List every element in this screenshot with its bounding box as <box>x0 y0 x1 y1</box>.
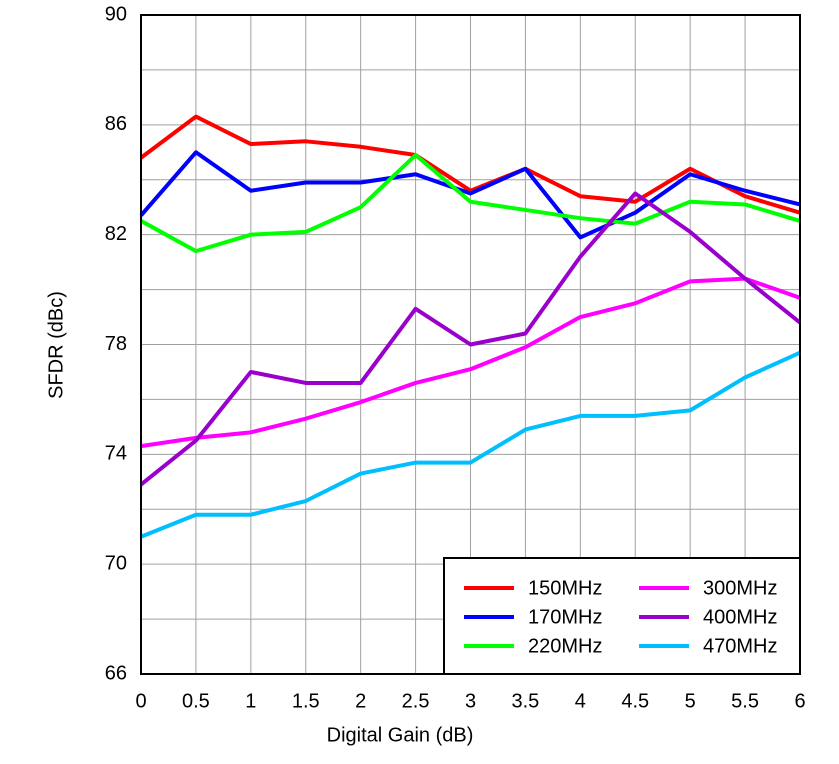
x-tick-label: 5.5 <box>731 690 759 712</box>
y-tick-label: 86 <box>105 113 127 135</box>
x-tick-label: 0 <box>135 690 146 712</box>
x-tick-label: 1.5 <box>292 690 320 712</box>
y-tick-label: 70 <box>105 552 127 574</box>
x-tick-label: 2 <box>355 690 366 712</box>
x-tick-label: 1 <box>245 690 256 712</box>
y-axis-label: SFDR (dBc) <box>45 291 67 399</box>
x-tick-label: 5 <box>685 690 696 712</box>
legend-label: 300MHz <box>703 577 777 599</box>
data-line <box>139 114 801 215</box>
legend-label: 170MHz <box>528 606 602 628</box>
y-tick-label: 90 <box>105 3 127 25</box>
data-line <box>140 350 801 539</box>
x-tick-label: 6 <box>794 690 805 712</box>
data-line <box>139 191 802 487</box>
y-tick-label: 66 <box>105 662 127 684</box>
y-tick-label: 74 <box>105 443 127 465</box>
legend-label: 220MHz <box>528 635 602 657</box>
x-axis-label: Digital Gain (dB) <box>327 724 474 746</box>
legend-label: 400MHz <box>703 606 777 628</box>
x-tick-label: 3 <box>465 690 476 712</box>
legend-label: 150MHz <box>528 577 602 599</box>
legend-label: 470MHz <box>703 635 777 657</box>
x-tick-label: 4 <box>575 690 586 712</box>
x-tick-label: 4.5 <box>621 690 649 712</box>
data-line <box>140 276 801 449</box>
data-line <box>139 150 801 240</box>
x-tick-label: 2.5 <box>402 690 430 712</box>
x-tick-label: 0.5 <box>182 690 210 712</box>
y-tick-label: 82 <box>105 223 127 245</box>
y-tick-label: 78 <box>105 333 127 355</box>
x-tick-label: 3.5 <box>512 690 540 712</box>
data-line <box>140 153 801 254</box>
